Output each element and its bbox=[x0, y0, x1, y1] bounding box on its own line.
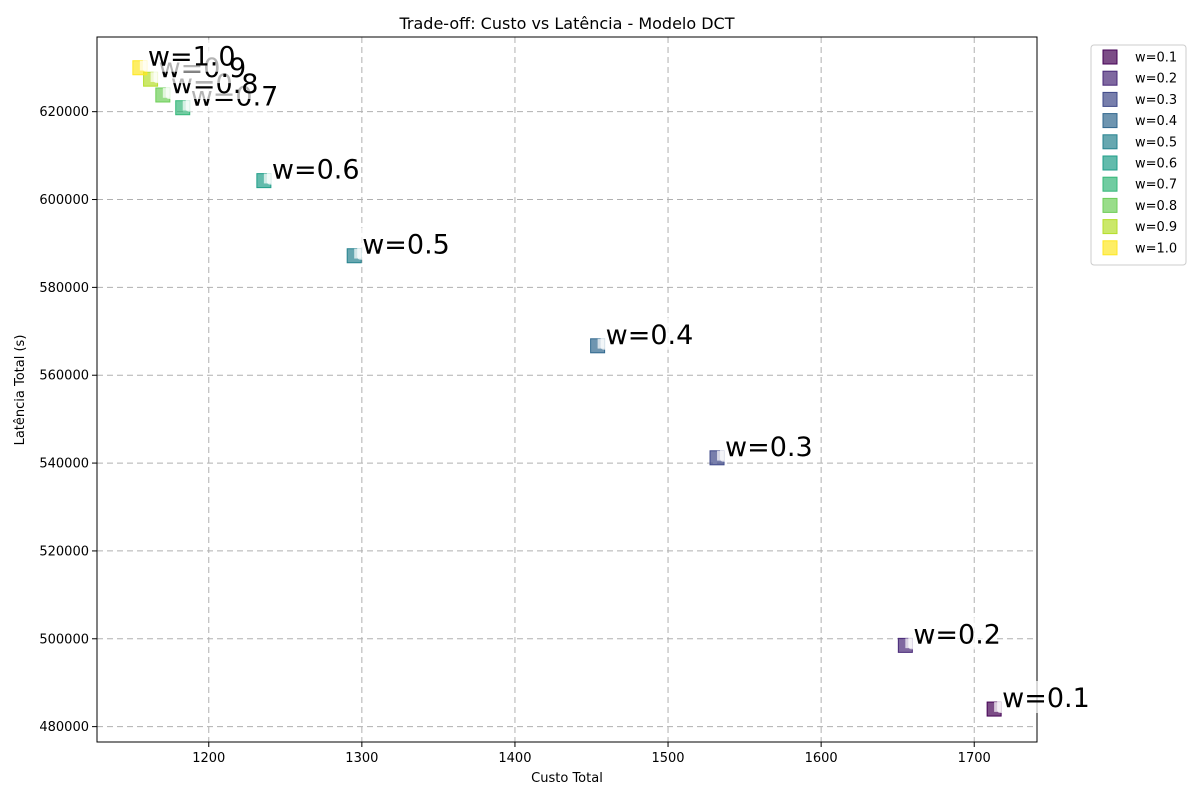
y-axis-label: Latência Total (s) bbox=[13, 335, 28, 446]
annotation-w=0.5: w=0.5 bbox=[362, 230, 450, 261]
x-axis-label: Custo Total bbox=[531, 771, 603, 786]
x-tick-label: 1300 bbox=[345, 751, 378, 766]
legend-marker bbox=[1102, 197, 1118, 213]
legend-entry: w=0.6 bbox=[1135, 157, 1177, 172]
plot-frame bbox=[96, 36, 1038, 743]
grid bbox=[97, 37, 1037, 742]
legend-marker bbox=[1102, 176, 1118, 192]
annotation-w=0.1: w=0.1 bbox=[1002, 683, 1090, 714]
legend-entry: w=0.2 bbox=[1135, 72, 1177, 87]
legend-marker bbox=[1102, 49, 1118, 65]
annotation-w=0.4: w=0.4 bbox=[606, 320, 694, 351]
x-tick-label: 1200 bbox=[192, 751, 225, 766]
x-axis: 1200 1300 1400 1500 1600 1700 bbox=[192, 742, 991, 766]
legend-entry: w=0.1 bbox=[1135, 51, 1177, 66]
annotation-box bbox=[720, 429, 808, 462]
legend-entry: w=0.5 bbox=[1135, 135, 1177, 150]
legend-entry: w=0.8 bbox=[1135, 199, 1177, 214]
x-tick-label: 1700 bbox=[958, 751, 991, 766]
annotation-w=0.2: w=0.2 bbox=[913, 619, 1001, 650]
x-tick-label: 1600 bbox=[805, 751, 838, 766]
y-tick-label: 560000 bbox=[39, 369, 89, 384]
legend-marker bbox=[1102, 240, 1118, 256]
annotation-w=0.3: w=0.3 bbox=[725, 432, 813, 463]
annotations: w=0.1w=0.2w=0.3w=0.4w=0.5w=0.6w=0.7w=0.8… bbox=[142, 39, 1090, 714]
legend-marker bbox=[1102, 219, 1118, 235]
annotation-box bbox=[997, 681, 1085, 714]
x-tick-label: 1500 bbox=[651, 751, 684, 766]
legend-marker bbox=[1102, 70, 1118, 86]
y-tick-label: 600000 bbox=[39, 193, 89, 208]
legend-marker bbox=[1102, 155, 1118, 171]
legend-marker bbox=[1102, 113, 1118, 129]
legend-marker bbox=[1102, 91, 1118, 107]
y-tick-label: 500000 bbox=[39, 632, 89, 647]
annotation-w=1.0: w=1.0 bbox=[148, 42, 236, 73]
y-tick-label: 480000 bbox=[39, 720, 89, 735]
y-tick-label: 620000 bbox=[39, 105, 89, 120]
legend-entry: w=0.3 bbox=[1135, 93, 1177, 108]
y-tick-label: 580000 bbox=[39, 281, 89, 296]
chart-title: Trade-off: Custo vs Latência - Modelo DC… bbox=[399, 14, 735, 33]
legend-entry: w=0.4 bbox=[1135, 114, 1177, 129]
annotation-box bbox=[357, 227, 445, 260]
y-tick-label: 520000 bbox=[39, 544, 89, 559]
y-axis: 480000 500000 520000 540000 560000 580000 6000… bbox=[39, 105, 97, 735]
legend-entry: w=0.9 bbox=[1135, 220, 1177, 235]
legend-entry: w=1.0 bbox=[1135, 241, 1177, 256]
annotation-box bbox=[908, 617, 996, 650]
legend-marker bbox=[1102, 134, 1118, 150]
legend: w=0.1 w=0.2 w=0.3 w=0.4 w=0.5 w=0.6 w=0.7 w=0.8… bbox=[1090, 44, 1187, 266]
annotation-w=0.6: w=0.6 bbox=[272, 155, 360, 186]
annotation-box bbox=[266, 152, 355, 185]
legend-entry: w=0.7 bbox=[1135, 178, 1177, 193]
annotation-box bbox=[600, 317, 689, 350]
annotation-box bbox=[142, 39, 231, 72]
x-tick-label: 1400 bbox=[498, 751, 531, 766]
y-tick-label: 540000 bbox=[39, 457, 89, 472]
